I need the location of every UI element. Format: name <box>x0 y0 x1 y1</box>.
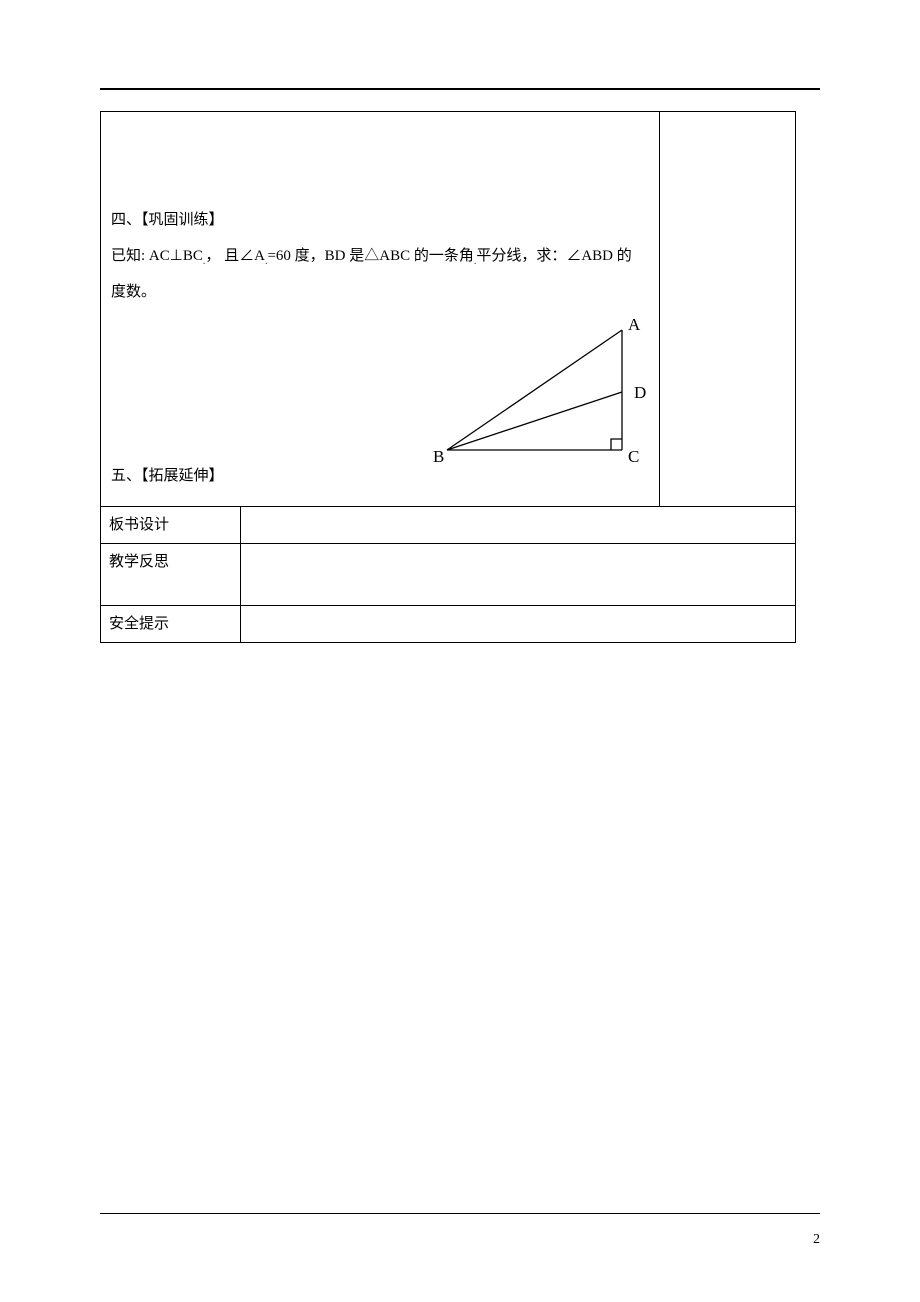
row-value <box>241 606 796 643</box>
footer-rule <box>100 1213 820 1214</box>
geometry-diagram: A D C B <box>111 304 647 464</box>
page: 2 四、【巩固训练】 已知: AC⊥BC.， 且∠A.=60 度，BD 是△AB… <box>0 0 920 1302</box>
problem-text: 已知: AC⊥BC.， 且∠A.=60 度，BD 是△ABC 的一条角.平分线，… <box>111 238 647 274</box>
right-angle-icon <box>611 439 622 450</box>
page-number: 2 <box>813 1232 820 1248</box>
problem-line-1b: ， 且∠A <box>205 248 265 264</box>
row-label: 教学反思 <box>101 544 241 606</box>
row-label: 板书设计 <box>101 507 241 544</box>
table-row: 安全提示 <box>101 606 796 643</box>
segment-bd <box>447 392 622 450</box>
problem-line-1a: 已知: AC⊥BC <box>111 248 203 264</box>
table-row: 教学反思 <box>101 544 796 606</box>
vertex-c-label: C <box>628 447 639 466</box>
content-table: 四、【巩固训练】 已知: AC⊥BC.， 且∠A.=60 度，BD 是△ABC … <box>100 111 796 507</box>
row-value <box>241 544 796 606</box>
main-content-cell: 四、【巩固训练】 已知: AC⊥BC.， 且∠A.=60 度，BD 是△ABC … <box>101 112 660 507</box>
header-rule <box>100 88 820 90</box>
row-label: 安全提示 <box>101 606 241 643</box>
margin-cell <box>660 112 796 507</box>
vertex-a-label: A <box>628 315 641 334</box>
section-4-title: 四、【巩固训练】 <box>111 202 647 238</box>
segment-ba <box>447 330 622 450</box>
row-value <box>241 507 796 544</box>
vertex-d-label: D <box>634 383 646 402</box>
triangle-diagram-svg: A D C B <box>427 310 661 470</box>
problem-line-1c: =60 度，BD 是△ABC 的一条角 <box>267 248 473 264</box>
table-row: 板书设计 <box>101 507 796 544</box>
problem-line-1d: 平分线，求：∠ABD 的 <box>476 248 631 264</box>
footer-table: 板书设计教学反思安全提示 <box>100 506 796 643</box>
vertex-b-label: B <box>433 447 444 466</box>
